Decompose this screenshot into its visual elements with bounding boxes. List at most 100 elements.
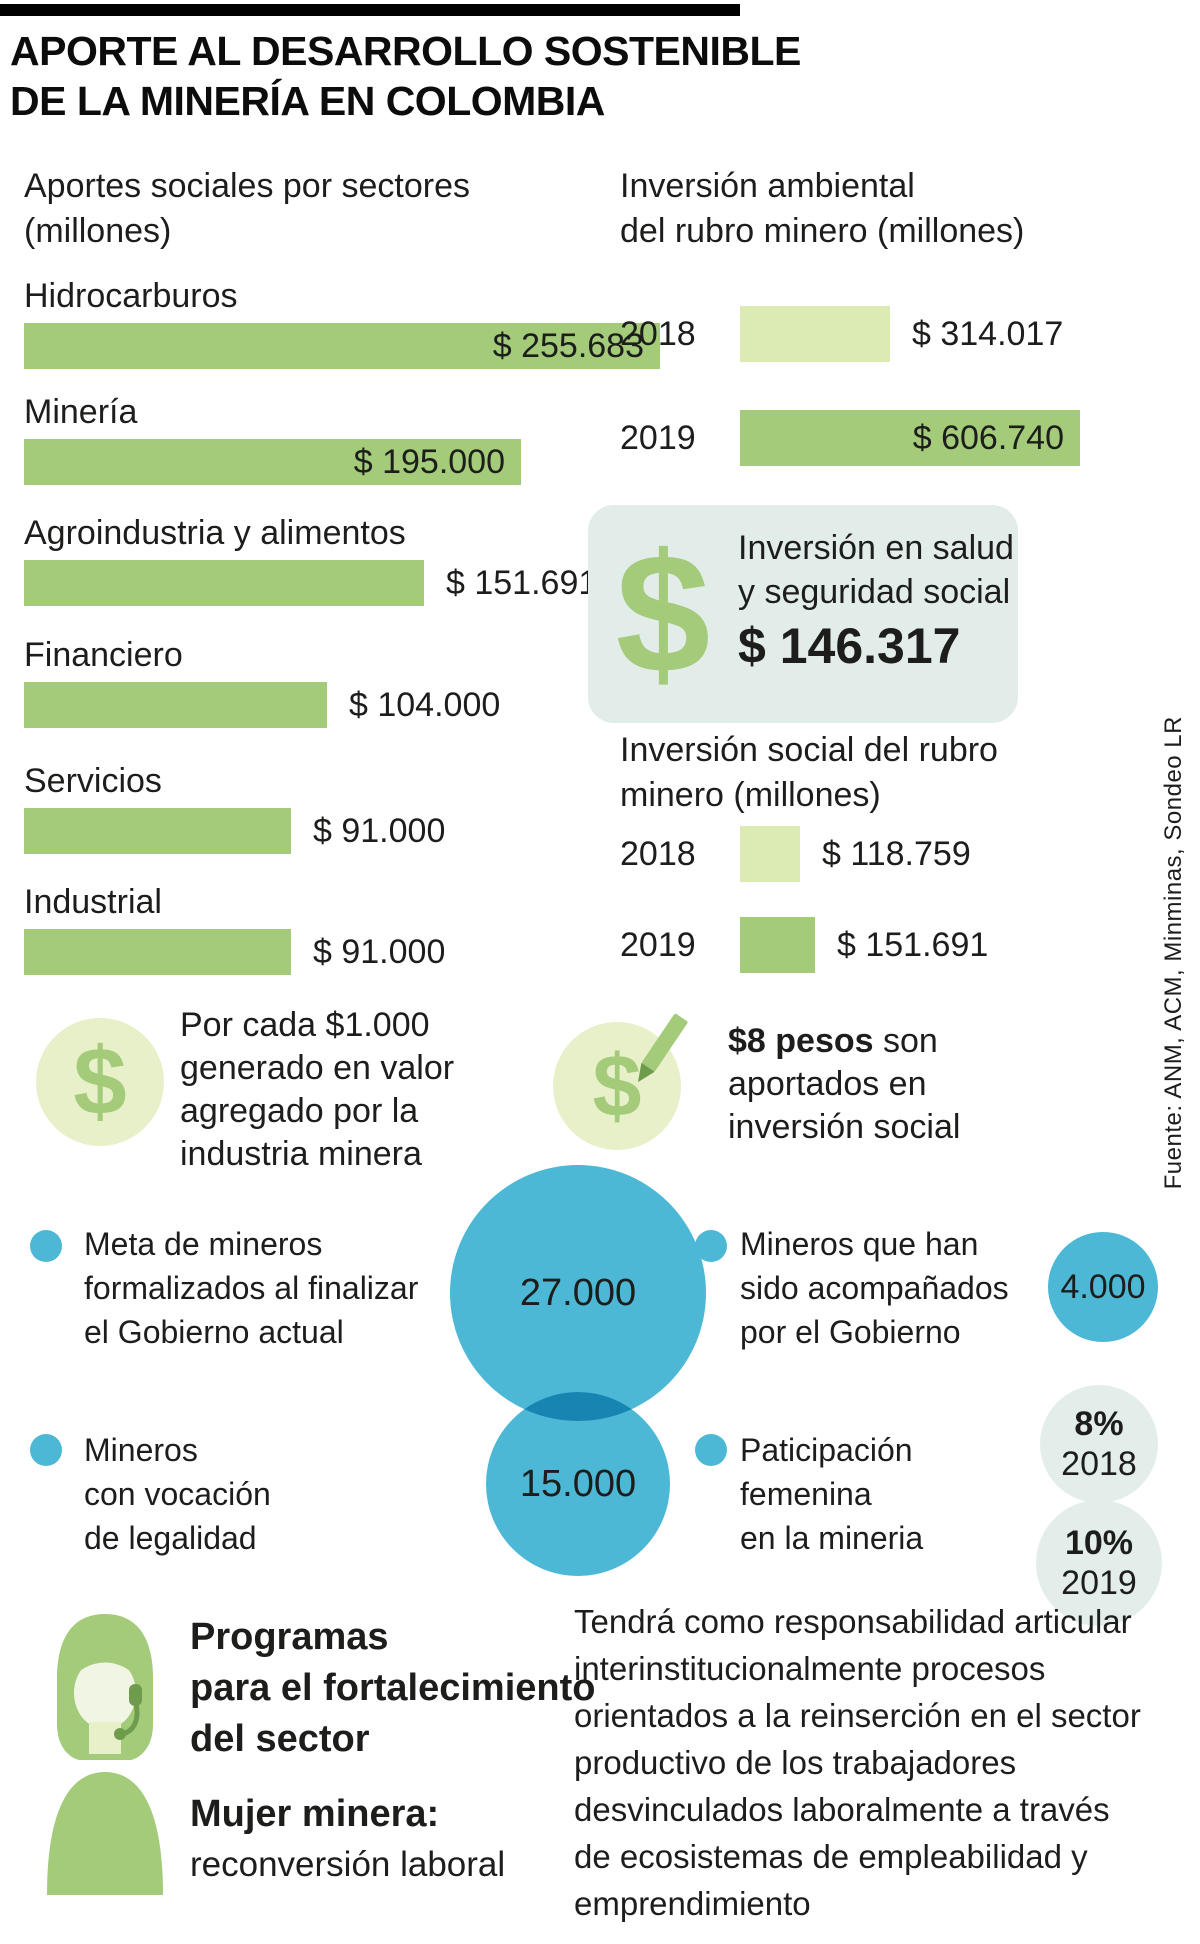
health-box-amount: $ 146.317 xyxy=(738,618,961,674)
female-participation-label: Paticipación femenina en la mineria xyxy=(740,1428,923,1560)
bullet-icon xyxy=(30,1230,62,1262)
bar-label-hidrocarburos: Hidrocarburos xyxy=(24,277,238,315)
bar-row: $ 91.000 xyxy=(24,929,445,975)
health-box-line: y seguridad social xyxy=(738,573,1011,611)
bar-value: $ 151.691 xyxy=(837,925,989,964)
money-pencil-icon: $ xyxy=(553,1013,688,1150)
bar-value: $ 91.000 xyxy=(313,811,446,850)
formalization-goal-label: Meta de mineros formalizados al finaliza… xyxy=(84,1222,418,1354)
bar-mineria: $ 195.000 xyxy=(24,439,521,485)
stat-percent: 8% xyxy=(1074,1405,1124,1443)
note-line: inversión social xyxy=(728,1108,961,1146)
note-line: Por cada $1.000 xyxy=(180,1006,430,1044)
responsibility-paragraph: Tendrá como responsabilidad articular in… xyxy=(574,1598,1141,1927)
label-line: Mineros xyxy=(84,1432,198,1468)
social-pesos-note: $8 pesos son aportados en inversión soci… xyxy=(728,1020,960,1149)
programs-line: para el fortalecimiento xyxy=(190,1667,596,1709)
label-line: formalizados al finalizar xyxy=(84,1270,419,1306)
paragraph-line: de ecosistemas de empleabilidad y xyxy=(574,1838,1088,1875)
bullet-icon xyxy=(30,1434,62,1466)
bar-value: $ 255.683 xyxy=(492,326,644,365)
stat-percent: 10% xyxy=(1064,1524,1134,1562)
label-line: Paticipación xyxy=(740,1432,913,1468)
bar-value: $ 91.000 xyxy=(313,932,446,971)
year-label: 2018 xyxy=(620,314,696,353)
bar-label-industrial: Industrial xyxy=(24,883,162,921)
year-label: 2019 xyxy=(620,418,696,457)
bar-row: $ 151.691 xyxy=(24,560,597,606)
bar-value: $ 314.017 xyxy=(912,314,1064,353)
label-line: de legalidad xyxy=(84,1520,257,1556)
bar-industrial xyxy=(24,929,291,975)
year-label: 2018 xyxy=(620,834,696,873)
heading-line: Aportes sociales por sectores xyxy=(24,167,470,205)
mujer-minera-subtitle: reconversión laboral xyxy=(190,1845,506,1884)
bar-value: $ 151.691 xyxy=(446,563,598,602)
label-line: sido acompañados xyxy=(740,1270,1009,1306)
page-title-line: DE LA MINERÍA EN COLOMBIA xyxy=(10,78,605,124)
bar-servicios xyxy=(24,808,291,854)
bar-row: 2018 $ 314.017 xyxy=(620,306,1063,362)
bar-row: $ 255.683 xyxy=(24,323,660,369)
paragraph-line: productivo de los trabajadores xyxy=(574,1744,1017,1781)
bar-row: $ 195.000 xyxy=(24,439,521,485)
label-line: Mineros que han xyxy=(740,1226,979,1262)
bar-row: 2019 $ 151.691 xyxy=(620,917,988,973)
bar-ambiental-2019: $ 606.740 xyxy=(740,410,1080,466)
note-line: agregado por la xyxy=(180,1092,419,1130)
heading-line: Inversión ambiental xyxy=(620,167,915,205)
dollar-icon: $ xyxy=(73,1028,127,1135)
label-line: por el Gobierno xyxy=(740,1314,961,1350)
heading-line: (millones) xyxy=(24,212,172,250)
dollar-icon: $ xyxy=(592,1036,642,1135)
environment-chart-heading: Inversión ambiental del rubro minero (mi… xyxy=(620,164,1024,254)
bubble-value: 27.000 xyxy=(519,1271,637,1314)
bar-value: $ 606.740 xyxy=(912,418,1064,457)
bar-financiero xyxy=(24,682,327,728)
bullet-icon xyxy=(695,1434,727,1466)
value-added-note: Por cada $1.000 generado en valor agrega… xyxy=(180,1004,454,1176)
bar-label-mineria: Minería xyxy=(24,393,138,431)
bar-value: $ 104.000 xyxy=(349,685,501,724)
year-label: 2019 xyxy=(620,925,696,964)
label-line: Meta de mineros xyxy=(84,1226,323,1262)
note-line: generado en valor xyxy=(180,1049,455,1087)
note-line: $8 pesos son xyxy=(728,1020,960,1063)
money-icon: $ xyxy=(36,1018,164,1146)
health-investment-box: $ Inversión en salud y seguridad social … xyxy=(588,505,1018,723)
bubble-accompanied-4000: 4.000 xyxy=(1048,1232,1158,1342)
bubble-goal-27000: 27.000 xyxy=(450,1165,706,1421)
note-line-rest: son xyxy=(873,1022,938,1060)
bubble-value: 4.000 xyxy=(1060,1267,1146,1306)
bubble-legality-15000: 15.000 xyxy=(486,1392,670,1576)
bullet-icon xyxy=(695,1230,727,1262)
page-title-line: APORTE AL DESARROLLO SOSTENIBLE xyxy=(10,28,801,74)
page-title: APORTE AL DESARROLLO SOSTENIBLE DE LA MI… xyxy=(10,26,801,126)
bar-label-financiero: Financiero xyxy=(24,636,183,674)
paragraph-line: interinstitucionalmente procesos xyxy=(574,1650,1046,1687)
heading-line: minero (millones) xyxy=(620,776,881,814)
paragraph-line: orientados a la reinserción en el sector xyxy=(574,1697,1141,1734)
label-line: el Gobierno actual xyxy=(84,1314,344,1350)
sector-chart-heading: Aportes sociales por sectores (millones) xyxy=(24,164,470,254)
header-rule xyxy=(0,4,740,16)
bar-row: $ 104.000 xyxy=(24,682,500,728)
bar-row: 2018 $ 118.759 xyxy=(620,826,971,882)
woman-headset-icon xyxy=(47,1614,163,1895)
programs-line: del sector xyxy=(190,1718,370,1760)
programs-line: Programas xyxy=(190,1616,389,1658)
stat-circle-2018: 8% 2018 xyxy=(1040,1385,1158,1503)
bar-social-2018 xyxy=(740,826,800,882)
bar-hidrocarburos: $ 255.683 xyxy=(24,323,660,369)
bar-row: $ 91.000 xyxy=(24,808,445,854)
bar-label-agroindustria: Agroindustria y alimentos xyxy=(24,514,406,552)
bar-row: 2019 $ 606.740 xyxy=(620,410,1080,466)
bubble-value: 15.000 xyxy=(519,1462,637,1505)
programs-title: Programas para el fortalecimiento del se… xyxy=(190,1612,595,1765)
stat-circle-2019: 10% 2019 xyxy=(1036,1500,1162,1626)
accompanied-label: Mineros que han sido acompañados por el … xyxy=(740,1222,1009,1354)
pesos-amount: $8 pesos xyxy=(728,1022,874,1060)
paragraph-line: emprendimiento xyxy=(574,1885,811,1922)
bar-agroindustria xyxy=(24,560,424,606)
